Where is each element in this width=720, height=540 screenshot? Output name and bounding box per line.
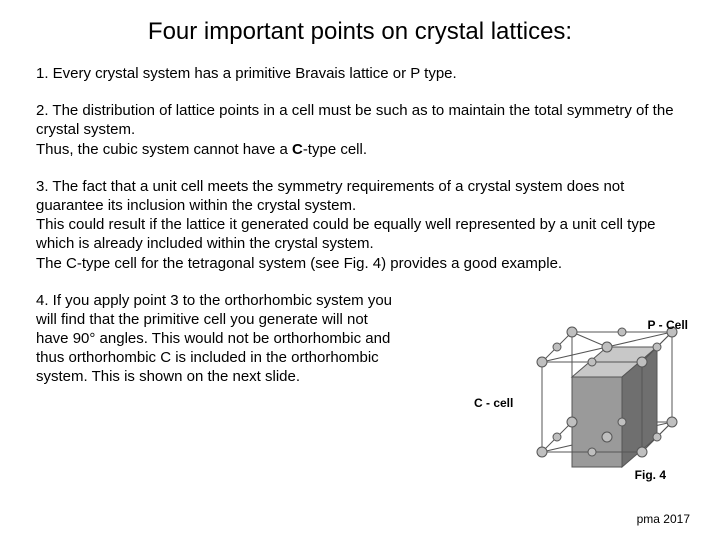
point-4: 4. If you apply point 3 to the orthorhom… [36, 291, 396, 387]
slide-footer: pma 2017 [637, 512, 690, 526]
figure-number-label: Fig. 4 [635, 468, 666, 482]
point-3-line3: The C-type cell for the tetragonal syste… [36, 255, 562, 272]
point-1: 1. Every crystal system has a primitive … [36, 64, 684, 83]
point-2-bold-c: C [292, 141, 303, 158]
slide-title: Four important points on crystal lattice… [36, 18, 684, 46]
point-2-line2-pre: Thus, the cubic system cannot have a [36, 141, 292, 158]
slide: Four important points on crystal lattice… [0, 0, 720, 540]
point-3: 3. The fact that a unit cell meets the s… [36, 177, 684, 273]
point-2-line1: 2. The distribution of lattice points in… [36, 102, 674, 138]
figure-p-cell-label: P - Cell [648, 318, 688, 332]
figure-4: P - Cell C - cell Fig. 4 [512, 318, 692, 488]
figure-c-cell-label: C - cell [474, 396, 513, 410]
figure-4-svg [512, 318, 692, 488]
point-2-line2-post: -type cell. [303, 141, 367, 158]
point-3-line2: This could result if the lattice it gene… [36, 216, 656, 252]
point-3-line1: 3. The fact that a unit cell meets the s… [36, 178, 624, 214]
point-2: 2. The distribution of lattice points in… [36, 101, 684, 159]
